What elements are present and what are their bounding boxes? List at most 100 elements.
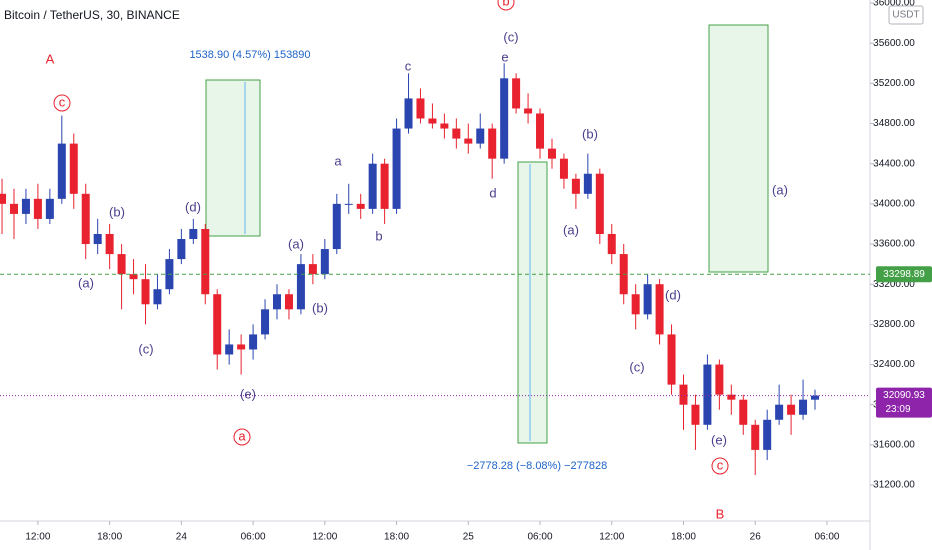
currency: USDT [892, 10, 919, 21]
candle-body [547, 148, 556, 159]
candle-body [57, 143, 66, 199]
candle-body [739, 399, 748, 425]
wave-label: (c) [629, 359, 644, 374]
candle-body [284, 294, 293, 310]
wave-label: b [375, 228, 382, 243]
x-tick-label: 12:00 [599, 532, 624, 543]
candle-body [261, 309, 270, 335]
wave-label: A [46, 51, 55, 66]
candle-body [811, 395, 820, 400]
candle-body [21, 198, 30, 214]
wave-label: (b) [312, 300, 328, 315]
measure-label: 1538.90 (4.57%) 153890 [189, 49, 310, 61]
candle-body [404, 98, 413, 129]
candle-body [237, 344, 246, 350]
candle-body [643, 284, 652, 315]
x-tick-label: 12:00 [312, 532, 337, 543]
candle-body [691, 404, 700, 425]
wave-label: (c) [503, 29, 518, 44]
candle-body [368, 163, 377, 209]
wave-label: c [717, 457, 724, 472]
y-tick-label: 32400.00 [873, 359, 915, 370]
candle-body [727, 394, 736, 400]
x-tick-label: 18:00 [97, 532, 122, 543]
candle-body [667, 334, 676, 385]
y-tick-label: 32800.00 [873, 319, 915, 330]
measure-box [517, 161, 548, 444]
price-tag-label: 33298.89 [883, 269, 925, 280]
wave-label: (b) [582, 126, 598, 141]
candle-body [607, 233, 616, 255]
candle-body [308, 264, 317, 275]
candle-body [763, 419, 772, 450]
candle-body [320, 249, 329, 275]
candle-body [344, 203, 353, 205]
candle-body [141, 279, 150, 305]
candle-body [153, 289, 162, 305]
candle-body [428, 118, 437, 124]
candle-body [655, 284, 664, 335]
candle-body [0, 193, 7, 204]
y-tick-label: 35600.00 [873, 38, 915, 49]
y-tick-label: 34800.00 [873, 118, 915, 129]
candle-body [536, 113, 545, 149]
candle-body [225, 344, 234, 355]
price-tag [876, 387, 932, 418]
candle-body [715, 364, 724, 395]
x-tick-label: 18:00 [384, 532, 409, 543]
candle-body [69, 143, 78, 194]
candle-body [512, 78, 521, 109]
candle-body [679, 384, 688, 405]
candle-body [117, 254, 126, 275]
candle-body [571, 178, 580, 194]
candle-body [416, 98, 425, 119]
candle-body [595, 173, 604, 234]
candle-body [775, 404, 784, 420]
candle-body [703, 364, 712, 425]
x-tick-label: 06:00 [241, 532, 266, 543]
wave-label: a [238, 428, 246, 443]
candle-body [799, 399, 808, 415]
x-tick-label: 18:00 [671, 532, 696, 543]
wave-label: (a) [78, 275, 94, 290]
candle-body [452, 128, 461, 139]
chart-title: Bitcoin / TetherUS, 30, BINANCE [4, 8, 180, 22]
x-tick-label: 25 [463, 532, 475, 543]
candle-body [9, 203, 18, 214]
wave-circle [233, 428, 251, 446]
y-tick-label: 36000.00 [873, 0, 915, 9]
x-tick-label: 26 [750, 532, 762, 543]
wave-label: (d) [665, 287, 681, 302]
wave-label: (e) [711, 432, 727, 447]
wave-circle [711, 457, 729, 475]
candle-body [751, 424, 760, 450]
wave-label: (e) [240, 386, 256, 401]
candle-body [500, 78, 509, 159]
y-tick-label: 31200.00 [873, 480, 915, 491]
candle-body [201, 228, 210, 295]
candle-body [631, 294, 640, 315]
y-tick-label: 33600.00 [873, 239, 915, 250]
candle-body [273, 294, 282, 310]
wave-label: c [59, 94, 66, 109]
wave-label: c [405, 58, 412, 73]
measure-label: −2778.28 (−8.08%) −277828 [467, 460, 607, 472]
wave-label: e [501, 49, 508, 64]
countdown: 23:09 [885, 404, 910, 415]
candle-body [249, 334, 258, 350]
candle-body [296, 264, 305, 310]
candle-body [177, 239, 186, 260]
wave-label: (a) [563, 222, 579, 237]
y-tick-label: 31600.00 [873, 440, 915, 451]
x-tick-label: 06:00 [528, 532, 553, 543]
currency-box [888, 5, 924, 25]
wave-label: (a) [772, 182, 788, 197]
wave-circle [53, 94, 71, 112]
wave-label: d [489, 185, 496, 200]
y-tick-label: 33200.00 [873, 279, 915, 290]
candle-body [440, 123, 449, 129]
candle-body [332, 203, 341, 250]
candle-body [356, 203, 365, 209]
candle-body [45, 198, 54, 219]
